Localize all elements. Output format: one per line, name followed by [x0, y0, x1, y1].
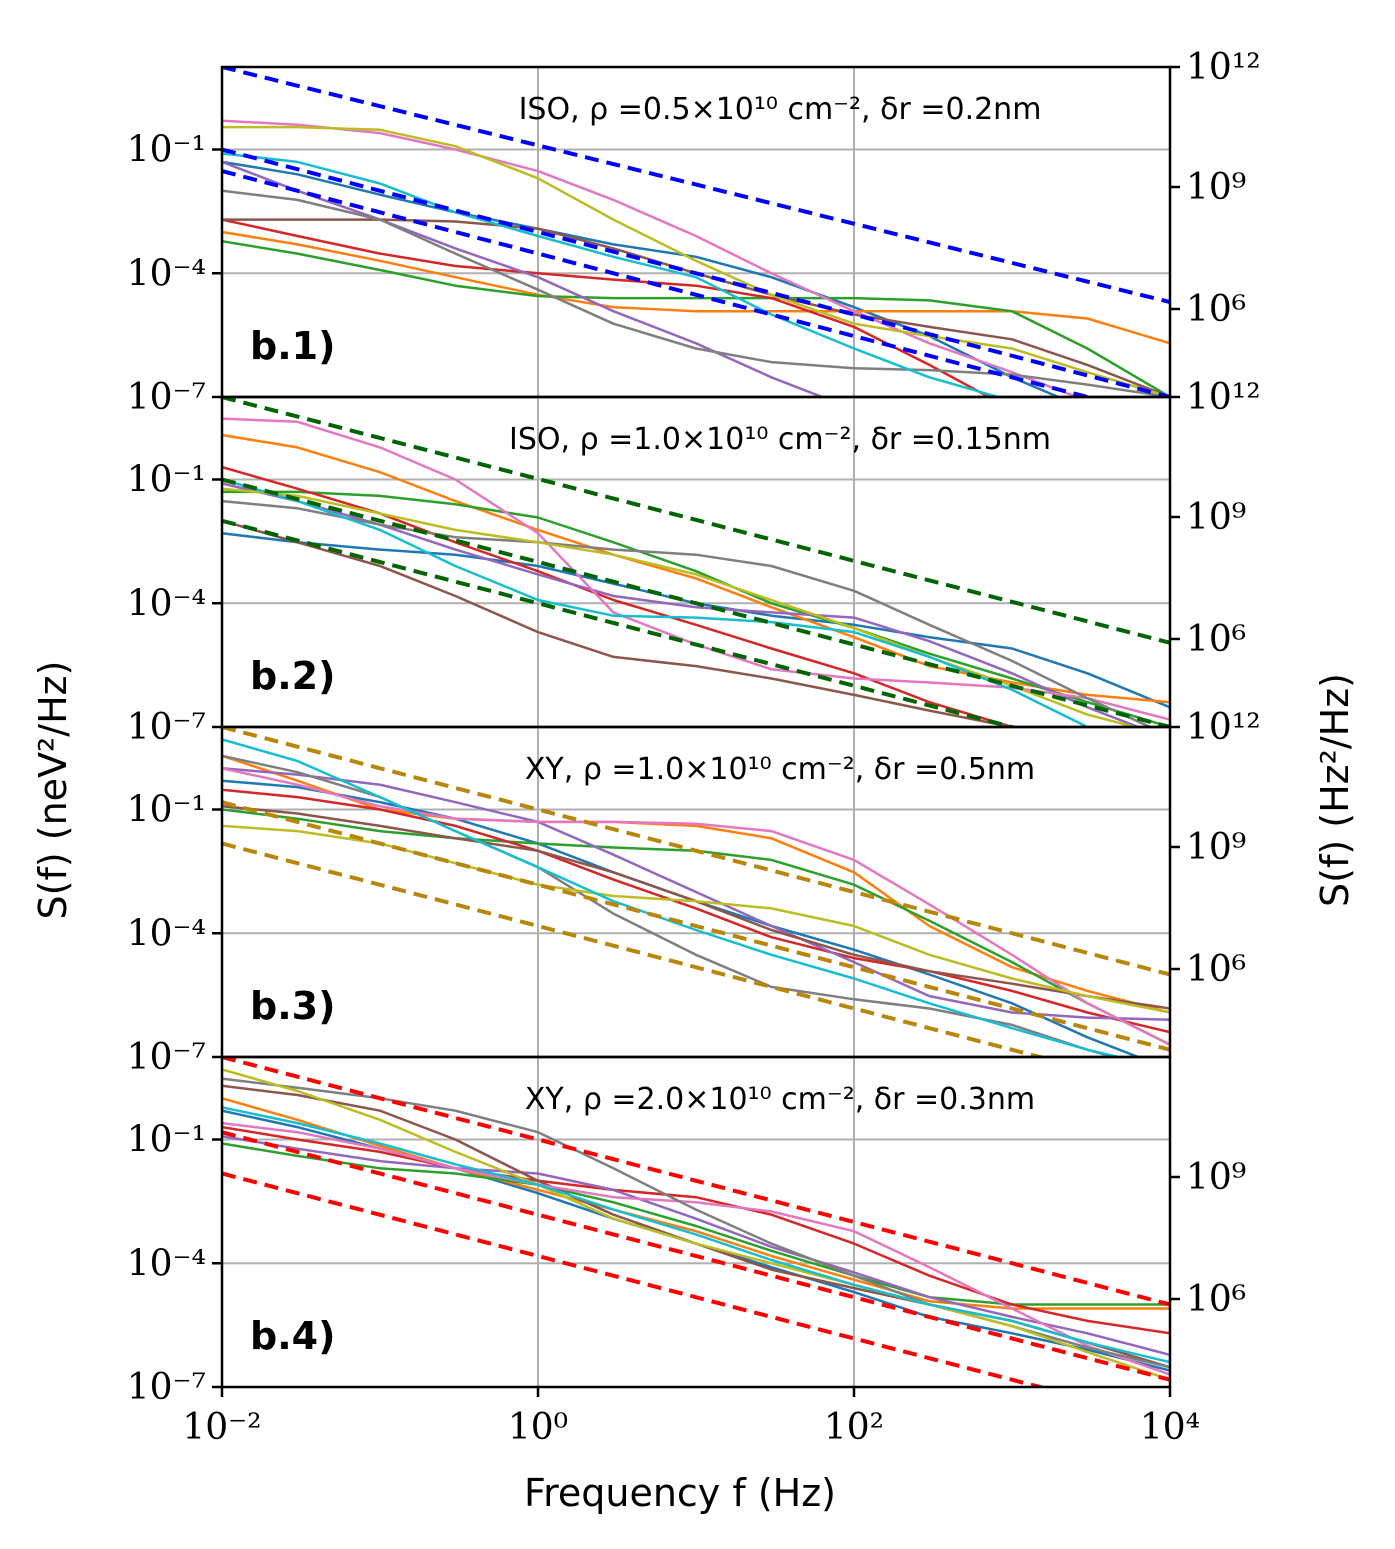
y-tick-label-left: 10⁻⁷: [127, 1367, 206, 1408]
series-line-s9: [222, 824, 1170, 1014]
x-axis-label: Frequency f (Hz): [524, 1471, 836, 1515]
plot-area: [222, 1057, 1170, 1387]
panel-3: 10⁻⁷ 10⁻⁴ 10⁻¹ 10⁶ 10⁹ 10¹² XY, ρ =1.0×10¹⁰ cm…: [127, 707, 1261, 1078]
series-line-s4: [222, 1125, 1170, 1335]
panel-title: XY, ρ =2.0×10¹⁰ cm⁻², δr =0.3nm: [525, 1082, 1035, 1117]
series-line-s10: [222, 1106, 1170, 1364]
series-line-s7: [222, 119, 1081, 397]
reference-line-2: [222, 800, 1170, 1052]
panel-frame: [220, 1055, 1172, 1389]
reference-line-1: [222, 1057, 1170, 1307]
reference-line-2: [222, 1130, 1170, 1382]
y-tick-label-right: 10⁶: [1186, 289, 1246, 330]
y-tick-label-right: 10⁶: [1186, 619, 1246, 660]
series-line-s9: [222, 125, 1170, 397]
y-tick-label-left: 10⁻¹: [127, 790, 206, 831]
series-line-s5: [222, 1134, 1170, 1357]
y-tick-label-right: 10⁹: [1186, 1157, 1246, 1198]
y-tick-label-right: 10⁹: [1186, 167, 1246, 208]
y-tick-label-left: 10⁻⁴: [127, 913, 206, 954]
series-line-s10: [222, 152, 1003, 397]
plot-area: [222, 67, 1170, 397]
panel-4: 10⁻⁷ 10⁻⁴ 10⁻¹ 10⁶ 10⁹ XY, ρ =2.0×10¹⁰ cm⁻², …: [127, 1055, 1246, 1448]
y-tick-label-right: 10¹²: [1186, 377, 1261, 418]
y-axis-left-label: S(f) (neV²/Hz): [31, 661, 75, 920]
series-line-s5: [222, 767, 1170, 1021]
reference-line-1: [222, 397, 1170, 645]
y-tick-label-right: 10⁶: [1186, 949, 1246, 990]
y-tick-label-right: 10⁹: [1186, 827, 1246, 868]
panel-label: b.4): [250, 1314, 335, 1358]
series-line-s10: [222, 738, 1124, 1057]
series-line-s2: [222, 230, 1170, 345]
series-line-s3: [222, 1142, 1170, 1306]
series-line-s2: [222, 754, 1170, 1014]
y-tick-label-left: 10⁻¹: [127, 130, 206, 171]
reference-line-3: [222, 1171, 1048, 1387]
series-line-s4: [222, 788, 1170, 1034]
y-tick-label-left: 10⁻⁷: [127, 377, 206, 418]
reference-line-2: [222, 147, 1170, 397]
panel-1: 10⁻⁷ 10⁻⁴ 10⁻¹ 10⁶ 10⁹ 10¹² ISO, ρ =0.5×10¹⁰ c…: [127, 47, 1261, 418]
series-line-s4: [222, 218, 992, 397]
y-tick-label-right: 10⁶: [1186, 1279, 1246, 1320]
panel-label: b.2): [250, 654, 335, 698]
x-tick-label: 10⁰: [508, 1407, 568, 1448]
reference-line-1: [222, 67, 1170, 305]
panel-label: b.1): [250, 324, 335, 368]
series-line-s10: [222, 478, 1092, 727]
y-tick-label-left: 10⁻⁷: [127, 707, 206, 748]
x-tick-label: 10⁻²: [182, 1407, 261, 1448]
panel-label: b.3): [250, 984, 335, 1028]
y-tick-label-left: 10⁻⁷: [127, 1037, 206, 1078]
y-tick-label-left: 10⁻¹: [127, 460, 206, 501]
plot-area: [222, 397, 1170, 727]
series-line-s2: [222, 433, 1170, 704]
y-tick-label-left: 10⁻⁴: [127, 253, 206, 294]
reference-line-3: [222, 169, 1096, 397]
panels-group: 10⁻⁷ 10⁻⁴ 10⁻¹ 10⁶ 10⁹ 10¹² ISO, ρ =0.5×10¹⁰ c…: [127, 47, 1261, 1448]
reference-line-2: [222, 477, 1170, 727]
y-tick-label-right: 10¹²: [1186, 47, 1261, 88]
plot-area: [222, 727, 1170, 1057]
series-line-s7: [222, 767, 1170, 1046]
series-line-s8: [222, 1077, 1170, 1369]
panel-title: ISO, ρ =0.5×10¹⁰ cm⁻², δr =0.2nm: [519, 92, 1042, 127]
y-tick-label-right: 10¹²: [1186, 707, 1261, 748]
x-tick-label: 10²: [824, 1407, 884, 1448]
series-line-s9: [222, 487, 1140, 727]
series-line-s9: [222, 1068, 1170, 1381]
y-tick-label-right: 10⁹: [1186, 497, 1246, 538]
series-line-s3: [222, 490, 1170, 727]
series-line-s6: [222, 218, 1170, 397]
y-tick-label-left: 10⁻⁴: [127, 1243, 206, 1284]
reference-line-3: [222, 841, 1048, 1057]
series-line-s7: [222, 1121, 1170, 1376]
panel-title: ISO, ρ =1.0×10¹⁰ cm⁻², δr =0.15nm: [509, 422, 1051, 457]
y-tick-label-left: 10⁻⁴: [127, 583, 206, 624]
reference-line-1: [222, 727, 1170, 977]
series-line-s3: [222, 239, 1170, 397]
series-line-s8: [222, 499, 1153, 727]
x-tick-label: 10⁴: [1140, 1407, 1200, 1448]
y-axis-right-label: S(f) (Hz²/Hz): [1313, 673, 1357, 907]
series-line-s8: [222, 189, 1170, 397]
series-line-s7: [222, 417, 1170, 721]
reference-line-3: [222, 518, 1020, 727]
series-line-s6: [222, 519, 1023, 727]
panel-2: 10⁻⁷ 10⁻⁴ 10⁻¹ 10⁶ 10⁹ 10¹² ISO, ρ =1.0×10¹⁰ c…: [127, 377, 1261, 748]
panel-title: XY, ρ =1.0×10¹⁰ cm⁻², δr =0.5nm: [525, 752, 1035, 787]
y-tick-label-left: 10⁻¹: [127, 1120, 206, 1161]
